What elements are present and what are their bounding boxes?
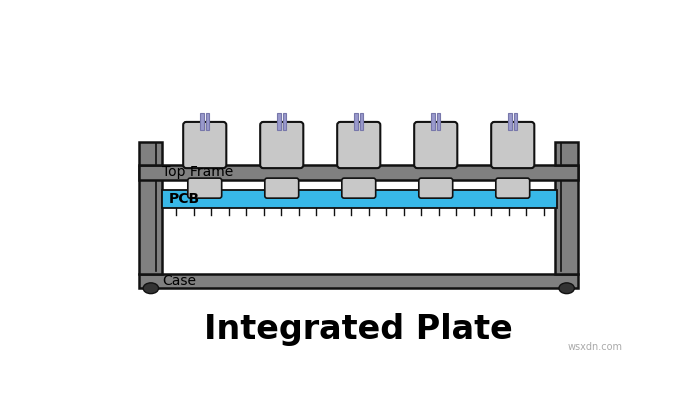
FancyBboxPatch shape <box>337 122 380 168</box>
FancyBboxPatch shape <box>342 178 376 198</box>
Bar <box>200 113 204 130</box>
Bar <box>514 113 517 130</box>
Text: wsxdn.com: wsxdn.com <box>568 342 623 352</box>
Bar <box>139 167 162 274</box>
Bar <box>139 165 578 180</box>
FancyBboxPatch shape <box>491 122 534 168</box>
FancyBboxPatch shape <box>188 178 222 198</box>
Bar <box>162 190 557 208</box>
Bar <box>139 142 162 165</box>
Text: Integrated Plate: Integrated Plate <box>204 312 513 346</box>
Text: Case: Case <box>162 274 197 288</box>
Bar <box>139 274 578 288</box>
Ellipse shape <box>559 283 575 294</box>
Bar <box>360 113 363 130</box>
Bar <box>555 142 578 165</box>
FancyBboxPatch shape <box>183 122 226 168</box>
FancyBboxPatch shape <box>419 178 453 198</box>
FancyBboxPatch shape <box>260 122 303 168</box>
Bar <box>508 113 512 130</box>
FancyBboxPatch shape <box>265 178 299 198</box>
Bar <box>555 167 578 274</box>
Ellipse shape <box>143 283 158 294</box>
Bar <box>431 113 435 130</box>
Bar <box>437 113 440 130</box>
Bar <box>206 113 209 130</box>
FancyBboxPatch shape <box>496 178 530 198</box>
Bar <box>354 113 358 130</box>
Text: Top Frame: Top Frame <box>162 165 234 179</box>
Text: PCB: PCB <box>169 192 199 206</box>
Bar <box>283 113 286 130</box>
FancyBboxPatch shape <box>414 122 457 168</box>
Bar <box>277 113 281 130</box>
